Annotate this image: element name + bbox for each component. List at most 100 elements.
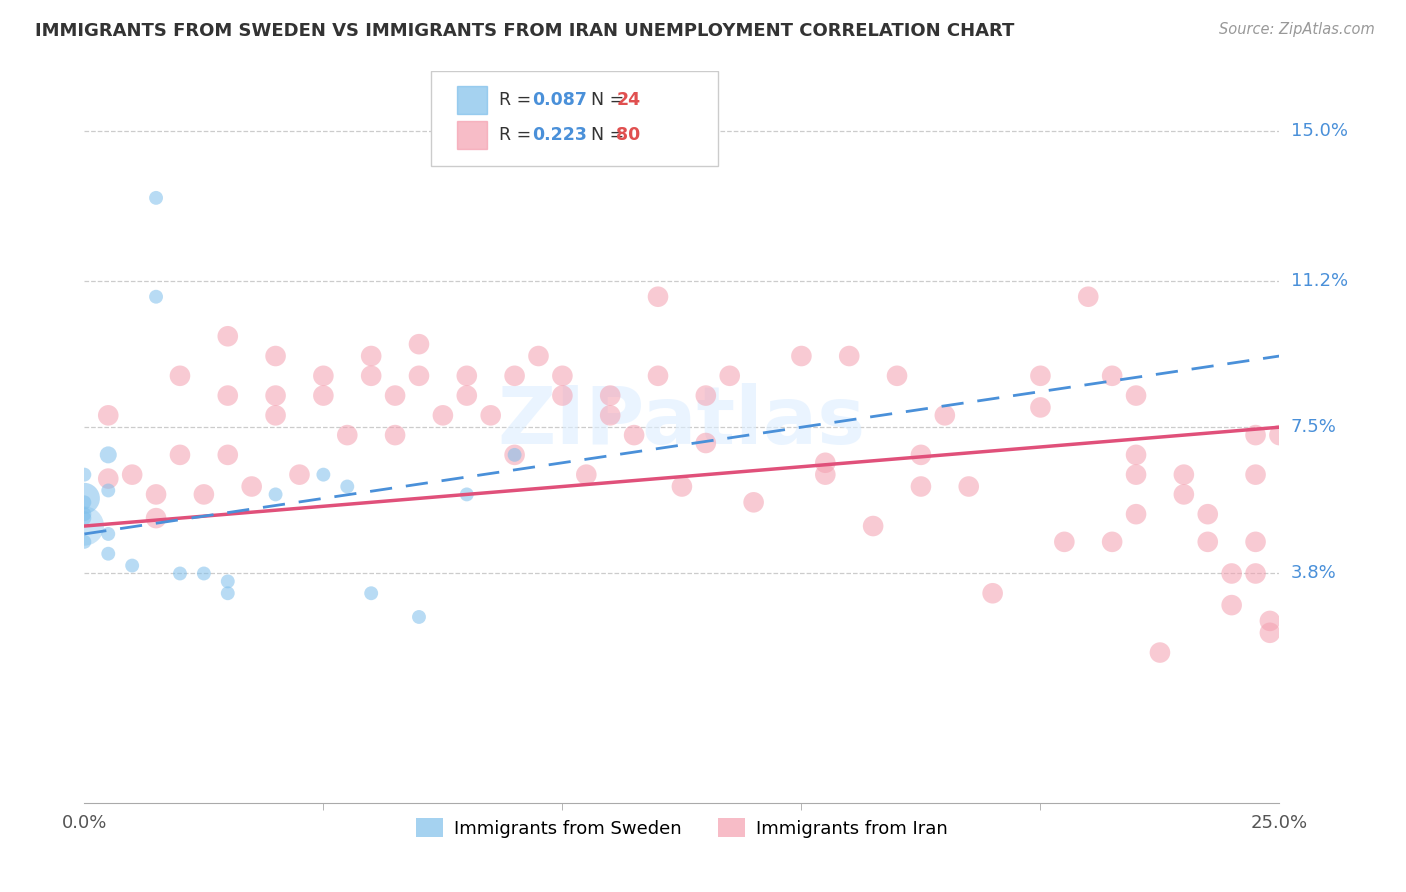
Point: [169, 448, 191, 462]
FancyBboxPatch shape: [457, 121, 486, 149]
Point: [264, 409, 287, 423]
Point: [97, 448, 120, 462]
Point: [97, 483, 120, 498]
FancyBboxPatch shape: [457, 86, 486, 114]
Point: [264, 487, 287, 501]
Text: 0.087: 0.087: [533, 91, 588, 109]
Point: [1053, 534, 1076, 549]
Point: [1149, 646, 1171, 660]
Point: [862, 519, 884, 533]
Point: [73, 534, 96, 549]
Point: [240, 479, 263, 493]
Point: [695, 388, 717, 402]
Point: [1244, 534, 1267, 549]
Point: [718, 368, 741, 383]
Point: [1125, 507, 1147, 521]
Point: [384, 428, 406, 442]
Point: [1173, 467, 1195, 482]
Point: [647, 290, 669, 304]
Text: 15.0%: 15.0%: [1291, 121, 1347, 140]
Legend: Immigrants from Sweden, Immigrants from Iran: Immigrants from Sweden, Immigrants from …: [409, 811, 955, 845]
Point: [1101, 534, 1123, 549]
Point: [193, 566, 215, 581]
Point: [97, 527, 120, 541]
Point: [145, 290, 167, 304]
Point: [1258, 614, 1281, 628]
Point: [456, 388, 478, 402]
Point: [73, 495, 96, 509]
Text: R =: R =: [499, 91, 537, 109]
Point: [264, 349, 287, 363]
Point: [527, 349, 550, 363]
Point: [169, 566, 191, 581]
Point: [886, 368, 908, 383]
Point: [814, 467, 837, 482]
Point: [575, 467, 598, 482]
Point: [408, 368, 430, 383]
Point: [1258, 625, 1281, 640]
Point: [312, 467, 335, 482]
Point: [121, 558, 143, 573]
Point: [97, 472, 120, 486]
Point: [910, 448, 932, 462]
Point: [384, 388, 406, 402]
Point: [1244, 467, 1267, 482]
Point: [97, 409, 120, 423]
Point: [121, 467, 143, 482]
Point: [456, 368, 478, 383]
Point: [73, 507, 96, 521]
Point: [1125, 388, 1147, 402]
Text: N =: N =: [581, 91, 630, 109]
Point: [790, 349, 813, 363]
Point: [97, 547, 120, 561]
Point: [695, 436, 717, 450]
Point: [647, 368, 669, 383]
Point: [1220, 598, 1243, 612]
Point: [288, 467, 311, 482]
Point: [623, 428, 645, 442]
Point: [360, 586, 382, 600]
Point: [671, 479, 693, 493]
Point: [217, 448, 239, 462]
Point: [1101, 368, 1123, 383]
Point: [73, 519, 96, 533]
Text: N =: N =: [581, 126, 630, 144]
Point: [408, 610, 430, 624]
Point: [1125, 467, 1147, 482]
Text: 11.2%: 11.2%: [1291, 272, 1348, 290]
Point: [169, 368, 191, 383]
Point: [551, 388, 574, 402]
Point: [934, 409, 956, 423]
Point: [312, 368, 335, 383]
Point: [408, 337, 430, 351]
Point: [814, 456, 837, 470]
Point: [336, 428, 359, 442]
Point: [957, 479, 980, 493]
Point: [145, 511, 167, 525]
Point: [264, 388, 287, 402]
Text: 24: 24: [616, 91, 640, 109]
Point: [360, 368, 382, 383]
Point: [1244, 428, 1267, 442]
Point: [145, 487, 167, 501]
Point: [73, 511, 96, 525]
Point: [456, 487, 478, 501]
Text: 7.5%: 7.5%: [1291, 418, 1337, 436]
Point: [1077, 290, 1099, 304]
Text: 80: 80: [616, 126, 640, 144]
Point: [193, 487, 215, 501]
Point: [838, 349, 860, 363]
Point: [1125, 448, 1147, 462]
Point: [1029, 368, 1052, 383]
Point: [599, 409, 621, 423]
Point: [551, 368, 574, 383]
Point: [217, 574, 239, 589]
Point: [217, 329, 239, 343]
Text: Source: ZipAtlas.com: Source: ZipAtlas.com: [1219, 22, 1375, 37]
Point: [312, 388, 335, 402]
Point: [1029, 401, 1052, 415]
Point: [217, 586, 239, 600]
Point: [503, 368, 526, 383]
Point: [336, 479, 359, 493]
Point: [432, 409, 454, 423]
